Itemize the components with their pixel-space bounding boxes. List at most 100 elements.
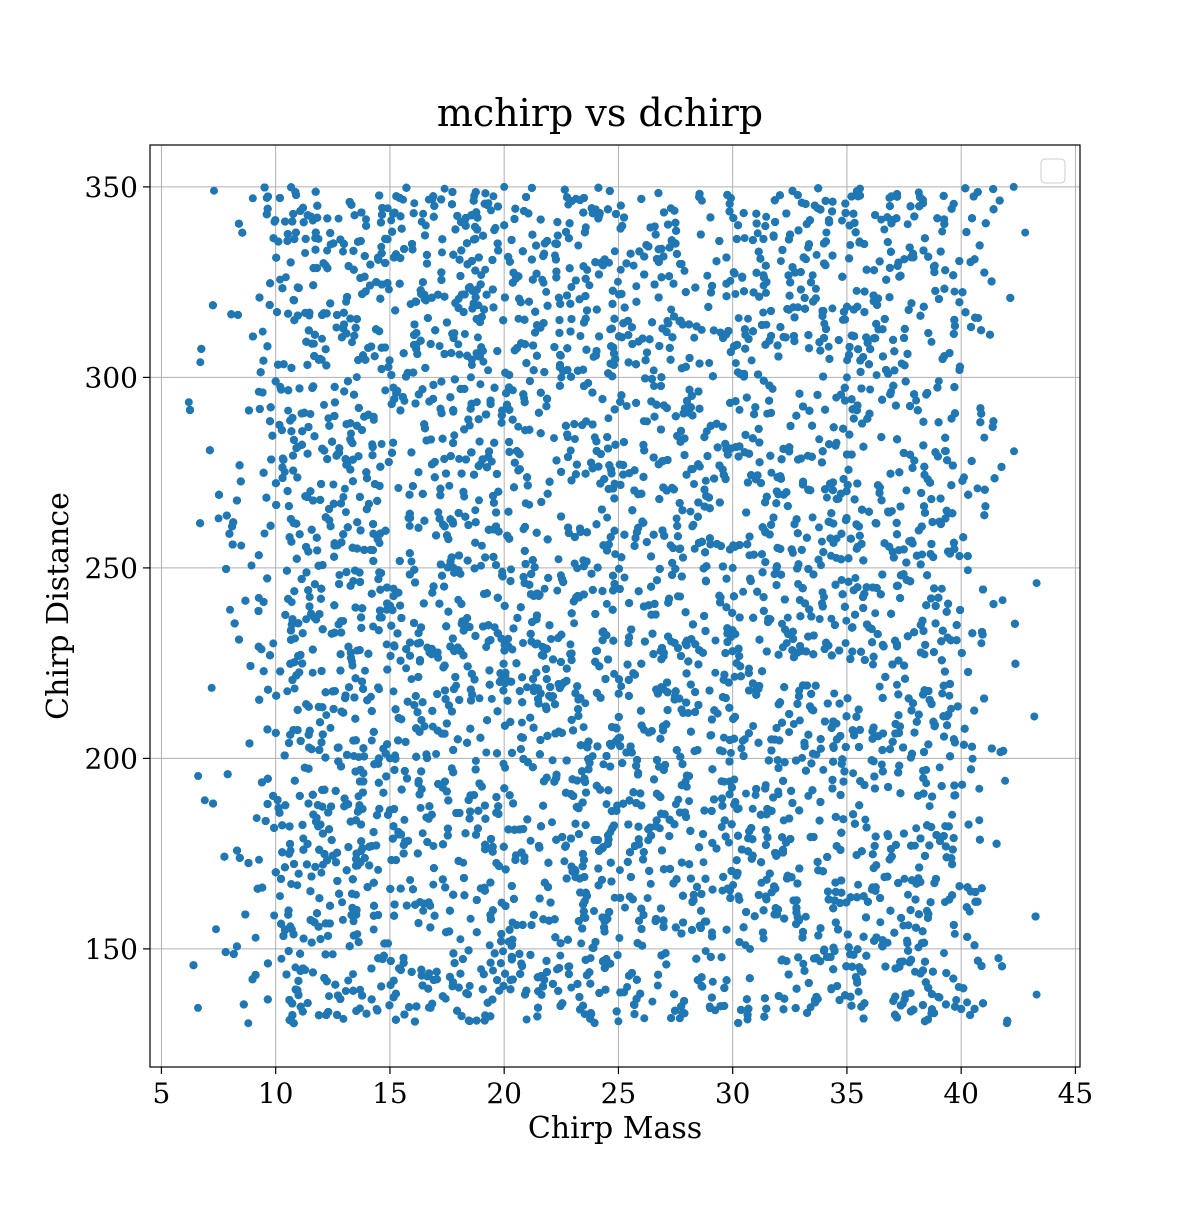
scatter-point: [527, 837, 535, 845]
scatter-point: [604, 414, 612, 422]
scatter-point: [518, 719, 526, 727]
scatter-point: [441, 185, 449, 193]
scatter-point: [422, 222, 430, 230]
scatter-point: [689, 521, 697, 529]
scatter-point: [556, 952, 564, 960]
scatter-point: [690, 480, 698, 488]
scatter-point: [378, 440, 386, 448]
scatter-point: [489, 192, 497, 200]
scatter-point: [703, 272, 711, 280]
scatter-point: [643, 417, 651, 425]
scatter-point: [576, 332, 584, 340]
scatter-point: [762, 289, 770, 297]
scatter-point: [332, 324, 340, 332]
scatter-point: [796, 716, 804, 724]
scatter-point: [685, 797, 693, 805]
scatter-point: [975, 816, 983, 824]
scatter-point: [571, 435, 579, 443]
scatter-point: [555, 555, 563, 563]
scatter-point: [1010, 447, 1018, 455]
scatter-point: [566, 640, 574, 648]
scatter-point: [476, 380, 484, 388]
scatter-point: [614, 1017, 622, 1025]
scatter-point: [952, 996, 960, 1004]
scatter-point: [523, 683, 531, 691]
scatter-point: [644, 894, 652, 902]
scatter-point: [244, 1019, 252, 1027]
scatter-point: [784, 614, 792, 622]
scatter-point: [488, 695, 496, 703]
scatter-point: [809, 513, 817, 521]
scatter-point: [475, 496, 483, 504]
scatter-point: [842, 617, 850, 625]
scatter-point: [842, 639, 850, 647]
scatter-point: [977, 639, 985, 647]
scatter-point: [705, 359, 713, 367]
scatter-point: [383, 640, 391, 648]
scatter-point: [812, 285, 820, 293]
scatter-point: [255, 856, 263, 864]
scatter-point: [681, 267, 689, 275]
scatter-point: [729, 564, 737, 572]
scatter-point: [828, 304, 836, 312]
scatter-point: [489, 967, 497, 975]
scatter-point: [194, 1004, 202, 1012]
scatter-point: [833, 439, 841, 447]
scatter-point: [419, 210, 427, 218]
scatter-point: [741, 234, 749, 242]
scatter-point: [938, 228, 946, 236]
scatter-point: [417, 804, 425, 812]
scatter-point: [951, 930, 959, 938]
scatter-point: [329, 950, 337, 958]
scatter-point: [945, 692, 953, 700]
scatter-point: [731, 290, 739, 298]
scatter-point: [486, 941, 494, 949]
scatter-point: [647, 880, 655, 888]
scatter-point: [320, 401, 328, 409]
scatter-point: [599, 760, 607, 768]
scatter-point: [549, 756, 557, 764]
scatter-point: [550, 434, 558, 442]
scatter-point: [402, 664, 410, 672]
scatter-point: [1001, 777, 1009, 785]
scatter-point: [445, 482, 453, 490]
scatter-point: [815, 523, 823, 531]
scatter-point: [277, 955, 285, 963]
scatter-point: [777, 257, 785, 265]
scatter-point: [830, 690, 838, 698]
scatter-point: [854, 881, 862, 889]
scatter-point: [849, 769, 857, 777]
scatter-point: [904, 891, 912, 899]
scatter-point: [419, 907, 427, 915]
scatter-point: [603, 800, 611, 808]
scatter-point: [632, 282, 640, 290]
scatter-point: [938, 585, 946, 593]
scatter-point: [926, 802, 934, 810]
scatter-point: [748, 356, 756, 364]
scatter-point: [672, 800, 680, 808]
scatter-point: [799, 960, 807, 968]
scatter-point: [846, 241, 854, 249]
scatter-point: [667, 306, 675, 314]
scatter-point: [823, 494, 831, 502]
scatter-point: [339, 916, 347, 924]
scatter-point: [825, 343, 833, 351]
scatter-point: [963, 998, 971, 1006]
scatter-point: [237, 542, 245, 550]
scatter-point: [902, 486, 910, 494]
scatter-point: [394, 484, 402, 492]
scatter-point: [374, 866, 382, 874]
scatter-point: [617, 682, 625, 690]
scatter-point: [410, 199, 418, 207]
scatter-point: [408, 675, 416, 683]
scatter-point: [912, 824, 920, 832]
scatter-point: [574, 242, 582, 250]
scatter-point: [737, 744, 745, 752]
scatter-point: [456, 935, 464, 943]
scatter-point: [406, 876, 414, 884]
scatter-point: [673, 515, 681, 523]
scatter-point: [501, 764, 509, 772]
scatter-point: [819, 588, 827, 596]
scatter-point: [732, 359, 740, 367]
